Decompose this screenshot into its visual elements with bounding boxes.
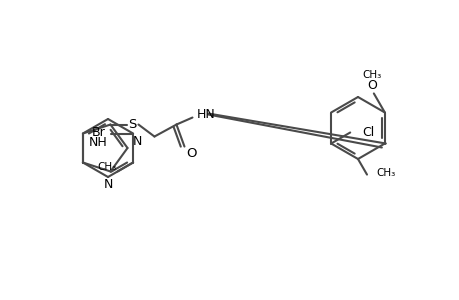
- Text: O: O: [366, 79, 376, 92]
- Text: Br: Br: [91, 126, 105, 139]
- Text: HN: HN: [196, 108, 215, 121]
- Text: CH₃: CH₃: [375, 168, 394, 178]
- Text: NH: NH: [89, 136, 107, 149]
- Text: N: N: [103, 178, 112, 190]
- Text: CH₃: CH₃: [361, 70, 381, 80]
- Text: CH₃: CH₃: [98, 161, 117, 172]
- Text: S: S: [128, 118, 136, 131]
- Text: Cl: Cl: [361, 126, 374, 139]
- Text: N: N: [132, 134, 141, 148]
- Text: O: O: [186, 147, 196, 160]
